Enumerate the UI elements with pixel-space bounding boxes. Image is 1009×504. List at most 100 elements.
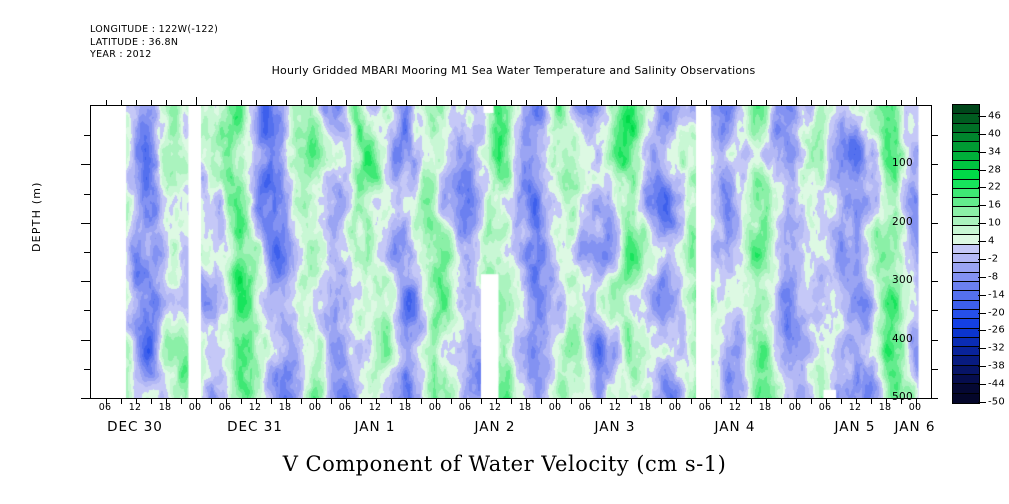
colorbar-tick (978, 348, 986, 350)
y-axis-tick (84, 252, 91, 253)
x-axis-tick (136, 398, 137, 404)
y-axis-tick (81, 339, 91, 341)
colorbar-band (953, 281, 979, 292)
x-axis-tick (781, 398, 782, 404)
y-axis-title: DEPTH (m) (30, 181, 43, 252)
x-axis-tick (646, 100, 647, 106)
x-axis-tick (286, 398, 287, 404)
colorbar-band (953, 300, 979, 310)
colorbar-band (953, 114, 979, 124)
colorbar-tick (978, 276, 986, 278)
colorbar-band (953, 170, 979, 180)
x-axis-day-label: JAN 1 (354, 419, 396, 435)
metadata-block: LONGITUDE : 122W(-122) LATITUDE : 36.8N … (90, 24, 218, 62)
plot-area (81, 97, 938, 407)
colorbar-label: 4 (988, 235, 995, 247)
x-axis-tick (646, 398, 647, 404)
x-axis-tick (886, 398, 887, 404)
x-axis-hour-label: 00 (188, 402, 202, 413)
x-axis-tick (421, 398, 422, 404)
x-axis-hour-label: 12 (608, 402, 622, 413)
y-axis-tick (84, 368, 91, 370)
colorbar-band (953, 272, 979, 282)
x-axis-tick (541, 398, 542, 404)
x-axis-tick (496, 398, 497, 404)
y-axis-tick (931, 252, 938, 253)
x-axis-hour-label: 00 (428, 402, 442, 413)
x-axis-tick (571, 100, 572, 106)
x-axis-tick (691, 100, 692, 106)
chart-title-text: Hourly Gridded MBARI Mooring M1 Sea Wate… (271, 64, 756, 77)
x-axis-hour-label: 18 (398, 402, 412, 413)
x-axis-tick (856, 398, 857, 404)
x-axis-tick (721, 100, 722, 106)
y-axis-tick (81, 222, 91, 224)
x-axis-tick (796, 97, 797, 106)
x-axis-hour-label: 06 (338, 402, 352, 413)
y-axis-tick (81, 281, 91, 283)
colorbar-band (953, 207, 979, 217)
x-axis-tick (781, 100, 782, 106)
colorbar-label: 34 (988, 146, 1002, 158)
x-axis-tick (406, 100, 407, 106)
x-axis-hour-label: 18 (758, 402, 772, 413)
x-axis-tick (631, 398, 632, 404)
colorbar-tick (978, 133, 986, 135)
x-axis-tick (871, 398, 872, 404)
x-axis-tick (751, 100, 752, 106)
x-axis-tick (331, 100, 332, 106)
x-axis-tick (256, 398, 257, 404)
x-axis-hour-label: 06 (578, 402, 592, 413)
colorbar-label: -8 (988, 271, 999, 283)
x-axis-tick (406, 398, 407, 404)
year-label: YEAR : 2012 (90, 49, 152, 60)
x-axis-tick (106, 100, 107, 106)
colorbar-band (953, 188, 979, 199)
x-axis-tick (136, 100, 137, 106)
x-axis-tick (106, 398, 107, 404)
x-axis-tick (721, 398, 722, 404)
x-axis-tick (166, 100, 167, 106)
x-axis-tick (631, 100, 632, 106)
x-axis-hour-label: 00 (308, 402, 322, 413)
y-axis-tick (84, 193, 91, 195)
x-axis-tick (676, 398, 677, 407)
colorbar-label: -20 (988, 307, 1005, 319)
x-axis-tick (271, 398, 272, 404)
y-axis-tick (81, 398, 91, 399)
y-axis-tick (931, 339, 938, 341)
y-axis-tick (931, 281, 938, 283)
x-axis-day-label: JAN 5 (834, 419, 876, 435)
x-axis-hour-label: 12 (128, 402, 142, 413)
x-axis-tick (481, 398, 482, 404)
x-axis-tick (481, 100, 482, 106)
x-axis-tick (241, 398, 242, 404)
colorbar-band (953, 226, 979, 236)
x-axis-tick (901, 398, 902, 404)
x-axis-tick (256, 100, 257, 106)
x-axis-tick (436, 398, 437, 407)
colorbar-band (953, 244, 979, 254)
x-axis-hour-label: 06 (218, 402, 232, 413)
x-axis-tick (736, 100, 737, 106)
x-axis-tick (511, 100, 512, 106)
x-axis-tick (451, 100, 452, 106)
x-axis-hour-label: 06 (698, 402, 712, 413)
x-axis-day-label: DEC 31 (227, 419, 283, 435)
colorbar-tick (978, 169, 986, 171)
colorbar-band (953, 309, 979, 320)
x-axis-tick (616, 398, 617, 404)
colorbar-label: 22 (988, 181, 1002, 193)
colorbar-band (953, 132, 979, 143)
x-axis-tick (541, 100, 542, 106)
x-axis-tick (916, 97, 917, 106)
y-axis-tick (931, 310, 938, 312)
colorbar-tick (978, 402, 986, 403)
colorbar-tick (978, 384, 986, 386)
x-axis-hour-label: 18 (518, 402, 532, 413)
x-axis-tick (616, 100, 617, 106)
x-axis-tick (511, 398, 512, 404)
x-axis-tick (886, 100, 887, 106)
colorbar-band (953, 179, 979, 189)
colorbar-band (953, 142, 979, 152)
